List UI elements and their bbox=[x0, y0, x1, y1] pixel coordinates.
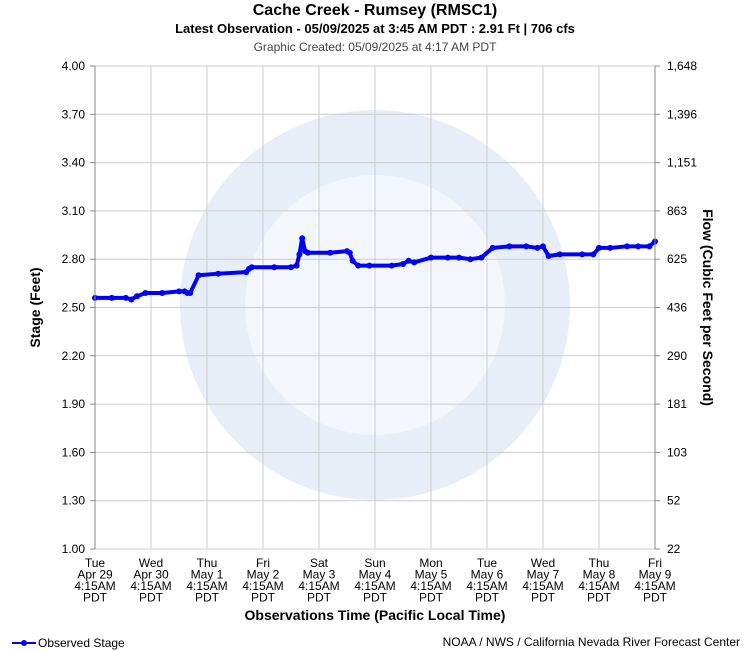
y2-tick-label: 625 bbox=[667, 252, 687, 266]
graphic-created: Graphic Created: 05/09/2025 at 4:17 AM P… bbox=[253, 40, 497, 54]
y-tick-label: 3.70 bbox=[62, 107, 86, 121]
y2-tick-label: 1,151 bbox=[667, 156, 697, 170]
y2-tick-label: 290 bbox=[667, 349, 687, 363]
data-point bbox=[540, 243, 546, 250]
credit-text: NOAA / NWS / California Nevada River For… bbox=[442, 635, 740, 649]
y2-tick-label: 1,648 bbox=[667, 59, 697, 73]
x-tick-label: Fri May 9 4:15AM PDT bbox=[634, 556, 675, 605]
data-point bbox=[400, 261, 406, 268]
x-tick-label: Sun May 4 4:15AM PDT bbox=[354, 556, 395, 605]
x-axis-title: Observations Time (Pacific Local Time) bbox=[245, 607, 506, 623]
x-tick-label: Wed Apr 30 4:15AM PDT bbox=[130, 556, 171, 605]
data-point bbox=[248, 264, 255, 271]
data-point bbox=[142, 290, 149, 297]
data-point bbox=[545, 252, 552, 259]
legend: Observed Stage bbox=[12, 636, 125, 650]
y2-tick-label: 436 bbox=[667, 301, 687, 315]
data-point bbox=[467, 256, 474, 263]
data-point bbox=[635, 243, 642, 250]
y2-tick-label: 863 bbox=[667, 204, 687, 218]
data-point bbox=[388, 262, 395, 269]
y-tick-label: 1.60 bbox=[62, 445, 86, 459]
y2-axis-title: Flow (Cubic Feet per Second) bbox=[700, 209, 716, 406]
data-point bbox=[122, 294, 129, 301]
y-tick-label: 1.90 bbox=[62, 397, 86, 411]
y2-tick-label: 103 bbox=[667, 445, 687, 459]
data-point bbox=[456, 254, 462, 261]
y-tick-label: 2.20 bbox=[62, 349, 86, 363]
data-point bbox=[134, 293, 140, 300]
data-point bbox=[346, 249, 353, 256]
data-point bbox=[296, 251, 303, 258]
data-point bbox=[523, 243, 530, 250]
data-point bbox=[646, 243, 653, 250]
y-axis-title: Stage (Feet) bbox=[27, 267, 43, 347]
data-point bbox=[556, 251, 563, 258]
y-tick-label: 3.10 bbox=[62, 204, 86, 218]
x-tick-label: Tue May 6 4:15AM PDT bbox=[466, 556, 507, 605]
data-point bbox=[444, 254, 451, 261]
y-tick-label: 3.40 bbox=[62, 156, 86, 170]
chart-title: Cache Creek - Rumsey (RMSC1) bbox=[252, 2, 498, 19]
series-layer bbox=[92, 235, 658, 303]
data-point bbox=[159, 290, 166, 297]
data-point bbox=[579, 251, 586, 258]
x-tick-label: Sat May 3 4:15AM PDT bbox=[298, 556, 339, 605]
data-point bbox=[428, 254, 434, 261]
x-tick-label: Fri May 2 4:15AM PDT bbox=[242, 556, 283, 605]
x-tick-label: Tue Apr 29 4:15AM PDT bbox=[74, 556, 115, 605]
y-tick-label: 4.00 bbox=[62, 59, 86, 73]
data-point bbox=[624, 243, 630, 250]
y-tick-label: 1.30 bbox=[62, 494, 86, 508]
data-point bbox=[195, 272, 202, 279]
data-point bbox=[271, 264, 278, 271]
data-point bbox=[187, 290, 194, 297]
y2-tick-label: 52 bbox=[667, 494, 681, 508]
y2-tick-label: 1,396 bbox=[667, 107, 697, 121]
data-point bbox=[478, 254, 485, 261]
x-tick-label: Thu May 1 4:15AM PDT bbox=[186, 556, 227, 605]
data-point bbox=[596, 244, 602, 251]
data-point bbox=[405, 257, 412, 264]
data-point bbox=[607, 244, 614, 251]
data-point bbox=[108, 294, 115, 301]
data-point bbox=[411, 259, 418, 266]
data-point bbox=[288, 264, 294, 271]
data-point bbox=[304, 249, 311, 256]
data-point bbox=[293, 262, 300, 269]
chart-grid bbox=[94, 65, 656, 550]
data-point bbox=[355, 262, 362, 269]
axes-layer: 1.00 22 1.30 52 1.60 103 1.90 181 2.20 290 2.50 436… bbox=[62, 59, 698, 605]
data-point bbox=[366, 262, 373, 269]
data-point bbox=[534, 244, 541, 251]
data-point bbox=[327, 249, 334, 256]
y-tick-label: 2.80 bbox=[62, 252, 86, 266]
data-point bbox=[590, 251, 597, 258]
y2-tick-label: 22 bbox=[667, 542, 681, 556]
legend-label: Observed Stage bbox=[38, 636, 125, 650]
x-tick-label: Mon May 5 4:15AM PDT bbox=[410, 556, 451, 605]
x-tick-label: Wed May 7 4:15AM PDT bbox=[522, 556, 563, 605]
data-point bbox=[215, 270, 222, 277]
data-point bbox=[128, 296, 135, 303]
data-point bbox=[176, 288, 182, 295]
latest-observation: Latest Observation - 05/09/2025 at 3:45 … bbox=[175, 21, 575, 36]
data-point bbox=[489, 244, 496, 251]
data-point bbox=[299, 235, 306, 242]
y-tick-label: 1.00 bbox=[62, 542, 86, 556]
data-point bbox=[506, 243, 513, 250]
y2-tick-label: 181 bbox=[667, 397, 687, 411]
y-tick-label: 2.50 bbox=[62, 301, 86, 315]
data-point bbox=[349, 257, 356, 264]
x-tick-label: Thu May 8 4:15AM PDT bbox=[578, 556, 619, 605]
legend-swatch-icon bbox=[12, 637, 36, 649]
